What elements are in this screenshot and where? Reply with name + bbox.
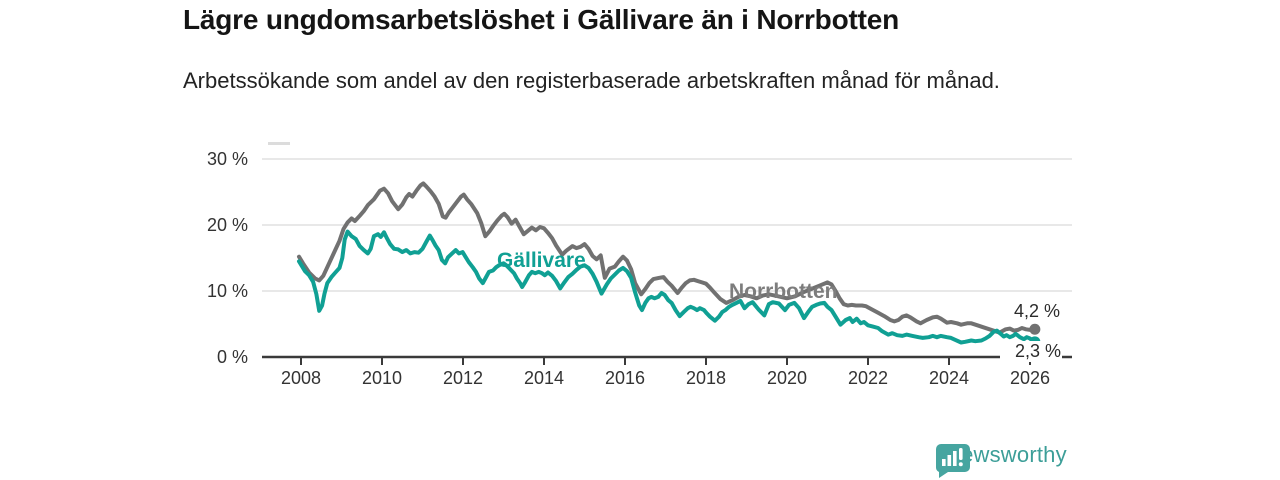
logo-exclamation-stem <box>959 448 963 460</box>
series-line-norrbotten <box>297 181 1037 335</box>
x-tick-label-2024: 2024 <box>928 368 970 388</box>
end-dot-norrbotten <box>1029 323 1041 335</box>
end-value-gallivare: 2,3 % <box>1000 341 1062 362</box>
series-label-gallivare: Gällivare <box>497 249 586 272</box>
page-title: Lägre ungdomsarbetslöshet i Gällivare än… <box>183 4 899 35</box>
stray-mark <box>268 142 290 145</box>
newsworthy-logo-icon <box>936 444 970 478</box>
y-tick-label-10: 10 % <box>206 281 248 301</box>
logo-bar-1 <box>942 459 946 466</box>
x-tick-label-2010: 2010 <box>361 368 403 388</box>
series-label-norrbotten: Norrbotten <box>729 280 838 303</box>
y-tick-label-30: 30 % <box>206 149 248 169</box>
x-tick-label-2012: 2012 <box>442 368 484 388</box>
end-value-norrbotten: 4,2 % <box>1013 301 1060 321</box>
x-tick-label-2022: 2022 <box>847 368 889 388</box>
x-tick-label-2016: 2016 <box>604 368 646 388</box>
x-tick-label-2020: 2020 <box>766 368 808 388</box>
series-line-gällivare <box>297 229 1037 345</box>
chart-subtitle: Arbetssökande som andel av den registerb… <box>183 68 1000 93</box>
x-tick-label-2018: 2018 <box>685 368 727 388</box>
x-tick-label-2008: 2008 <box>280 368 322 388</box>
logo-bar-3 <box>953 451 957 466</box>
y-tick-label-20: 20 % <box>206 215 248 235</box>
x-tick-label-2026: 2026 <box>1009 368 1051 388</box>
y-tick-label-0: 0 % <box>216 347 248 367</box>
logo-exclamation-dot <box>958 462 963 467</box>
newsworthy-logo: Newsworthy <box>933 442 1067 478</box>
logo-bar-2 <box>947 455 952 466</box>
x-tick-label-2014: 2014 <box>523 368 565 388</box>
